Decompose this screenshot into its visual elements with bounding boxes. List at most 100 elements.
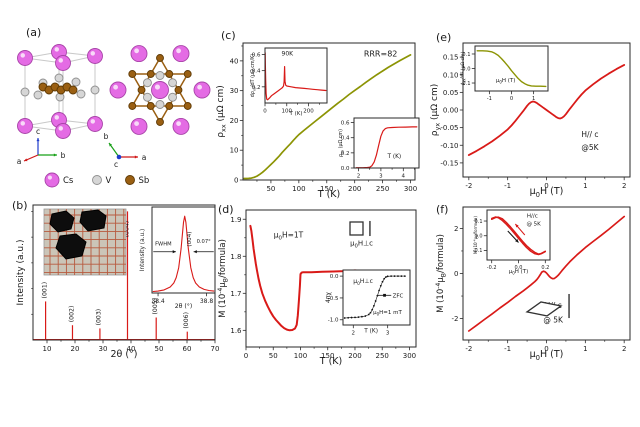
svg-text:ZFC: ZFC bbox=[393, 294, 404, 300]
v-atom bbox=[142, 78, 152, 88]
svg-text:a: a bbox=[142, 153, 147, 162]
svg-text:-0.2: -0.2 bbox=[487, 265, 497, 271]
svg-text:3: 3 bbox=[379, 174, 383, 180]
svg-text:(004): (004) bbox=[187, 232, 193, 247]
svg-text:-2: -2 bbox=[465, 182, 472, 190]
svg-text:0: 0 bbox=[234, 177, 238, 185]
svg-text:4: 4 bbox=[402, 174, 406, 180]
v-atom bbox=[168, 92, 178, 102]
cs-atom bbox=[44, 172, 60, 188]
svg-text:H// c: H// c bbox=[581, 130, 598, 139]
v-atom bbox=[168, 78, 178, 88]
v-atom bbox=[71, 77, 81, 87]
sb-atom bbox=[146, 70, 155, 78]
svg-text:100: 100 bbox=[294, 352, 307, 360]
svg-text:0: 0 bbox=[544, 182, 548, 190]
plot-frame bbox=[462, 206, 631, 341]
svg-text:0.6: 0.6 bbox=[252, 52, 261, 58]
cs-atom bbox=[17, 50, 33, 66]
svg-text:1: 1 bbox=[583, 182, 587, 190]
svg-text:0.15: 0.15 bbox=[443, 54, 459, 62]
svg-text:60: 60 bbox=[183, 345, 192, 353]
svg-text:0: 0 bbox=[544, 345, 548, 353]
v-atom bbox=[54, 73, 64, 83]
v-atom bbox=[90, 85, 100, 95]
svg-text:c: c bbox=[36, 127, 40, 136]
svg-text:300: 300 bbox=[404, 185, 417, 193]
xrd-004-peak-inset: 38.4 38.8 2θ (°) Intensity (a.u.) (004) FWHM 0… bbox=[140, 206, 216, 310]
v-atoms bbox=[20, 73, 100, 102]
plot-frame bbox=[245, 209, 417, 348]
svg-text:-0.15: -0.15 bbox=[440, 159, 458, 167]
svg-text:μ0H⊥c: μ0H⊥c bbox=[353, 278, 373, 287]
plot-frame bbox=[353, 117, 420, 169]
svg-text:b: b bbox=[104, 132, 109, 141]
svg-text:Intensity (a.u.): Intensity (a.u.) bbox=[16, 240, 26, 306]
plot-frame bbox=[342, 269, 411, 326]
svg-text:μ0H (T): μ0H (T) bbox=[530, 349, 564, 362]
svg-text:50: 50 bbox=[266, 185, 275, 193]
hysteresis-loop-inset: -0.2 0.0 0.2 0.1 0.0 -0.1 μ0H (T) M (10-4μB/for… bbox=[472, 209, 551, 276]
svg-text:M (10-4μB/formula): M (10-4μB/formula) bbox=[435, 234, 448, 313]
svg-text:0.07°: 0.07° bbox=[197, 239, 212, 245]
cs-atom bbox=[151, 81, 169, 99]
panel-label-a: (a) bbox=[26, 26, 42, 39]
svg-text:T (K): T (K) bbox=[386, 154, 401, 160]
svg-text:1.7: 1.7 bbox=[230, 290, 241, 298]
svg-text:M (10-4μB/formula): M (10-4μB/formula) bbox=[217, 239, 230, 318]
svg-text:2: 2 bbox=[622, 345, 626, 353]
cs-atom bbox=[172, 45, 190, 63]
sb-atom bbox=[183, 70, 192, 78]
data-series bbox=[491, 216, 547, 255]
crystal-sample bbox=[49, 210, 75, 233]
cs-atom bbox=[87, 48, 103, 64]
svg-text:a: a bbox=[17, 157, 22, 166]
cs-atom bbox=[55, 123, 71, 139]
svg-text:4πχ: 4πχ bbox=[325, 292, 332, 303]
svg-text:0.4: 0.4 bbox=[252, 69, 261, 75]
svg-text:RRR=82: RRR=82 bbox=[364, 50, 398, 59]
svg-text:c: c bbox=[114, 160, 118, 169]
svg-text:40: 40 bbox=[127, 345, 136, 353]
svg-text:b: b bbox=[61, 151, 66, 160]
svg-text:0.0: 0.0 bbox=[515, 265, 523, 271]
svg-text:1: 1 bbox=[532, 96, 535, 102]
svg-text:1: 1 bbox=[583, 345, 587, 353]
data-series bbox=[467, 215, 626, 332]
svg-text:0.2: 0.2 bbox=[541, 265, 549, 271]
svg-text:38.4: 38.4 bbox=[151, 298, 165, 305]
svg-text:-0.5: -0.5 bbox=[328, 296, 339, 302]
cs-atom bbox=[87, 116, 103, 132]
svg-text:250: 250 bbox=[376, 185, 389, 193]
svg-text:2: 2 bbox=[357, 174, 361, 180]
svg-text:Sb: Sb bbox=[139, 176, 150, 186]
svg-text:-1.0: -1.0 bbox=[328, 318, 339, 324]
svg-text:μ0H (T): μ0H (T) bbox=[509, 269, 529, 276]
svg-text:-0.05: -0.05 bbox=[440, 124, 458, 132]
data-series bbox=[467, 64, 626, 157]
svg-text:1.6: 1.6 bbox=[230, 327, 242, 335]
svg-text:200: 200 bbox=[348, 352, 361, 360]
crystal-sample bbox=[55, 233, 87, 260]
cs-atom bbox=[130, 45, 148, 63]
crystal-sample bbox=[79, 209, 107, 232]
svg-text:0.0: 0.0 bbox=[475, 234, 483, 240]
xrd-pattern-chart: 10 20 30 40 50 60 70 2θ (°) Intensity (a.u.) (001… bbox=[16, 204, 219, 360]
svg-text:150: 150 bbox=[321, 352, 334, 360]
svg-text:(005): (005) bbox=[152, 298, 159, 315]
v-atom bbox=[20, 87, 30, 97]
plot-frame bbox=[264, 47, 328, 104]
plot-frame bbox=[486, 209, 551, 261]
svg-text:(004): (004) bbox=[123, 221, 130, 238]
kagome-lattice bbox=[109, 45, 211, 135]
svg-text:-0.1: -0.1 bbox=[460, 81, 470, 87]
plot-frame bbox=[151, 206, 216, 294]
sb-atom bbox=[174, 86, 183, 94]
sb-atom bbox=[156, 54, 164, 62]
svg-text:250: 250 bbox=[376, 352, 389, 360]
data-series bbox=[264, 52, 327, 101]
svg-text:2θ (°): 2θ (°) bbox=[110, 349, 137, 360]
svg-text:Cs: Cs bbox=[63, 176, 74, 186]
sb-atom bbox=[165, 102, 174, 110]
